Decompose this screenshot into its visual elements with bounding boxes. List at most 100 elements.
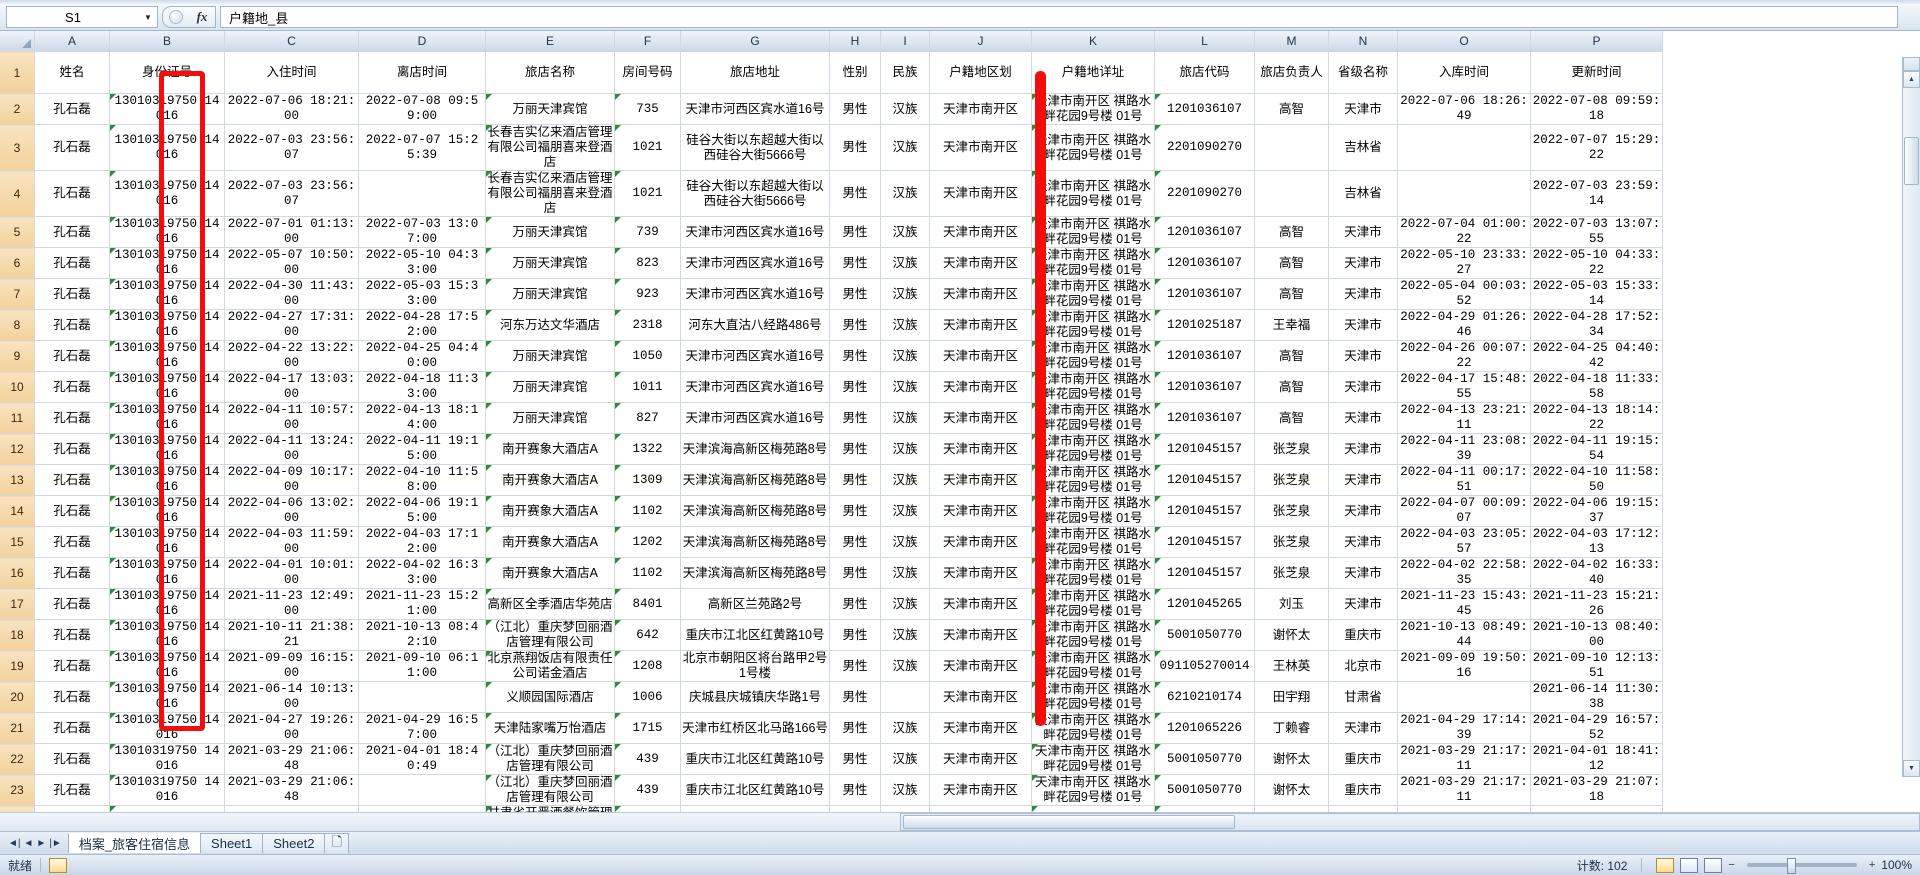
cell-j10[interactable]: 天津市南开区 bbox=[929, 371, 1032, 403]
cell-n19[interactable]: 北京市 bbox=[1328, 650, 1398, 682]
row-header[interactable]: 9 bbox=[0, 340, 35, 372]
row-header[interactable]: 8 bbox=[0, 309, 35, 341]
cell-a3[interactable]: 孔石磊 bbox=[34, 124, 110, 171]
cell-g12[interactable]: 天津滨海高新区梅苑路8号 bbox=[680, 433, 830, 465]
cell-e13[interactable]: 南开赛象大酒店A bbox=[485, 464, 615, 496]
row-header[interactable]: 5 bbox=[0, 216, 35, 248]
cell-p21[interactable]: 2021-04-29 16:57:52 bbox=[1530, 712, 1663, 744]
cell-g4[interactable]: 硅谷大街以东超越大街以西硅谷大街5666号 bbox=[680, 170, 830, 217]
cell-d11[interactable]: 2022-04-13 18:14:00 bbox=[358, 402, 486, 434]
column-header-p[interactable]: P bbox=[1530, 31, 1663, 52]
cell-f11[interactable]: 827 bbox=[614, 402, 681, 434]
table-row[interactable]: 18 孔石磊 13010319750 14 016 2021-10-11 21:38:… bbox=[0, 619, 1663, 651]
cell-n20[interactable]: 甘肃省 bbox=[1328, 681, 1398, 713]
cell-c5[interactable]: 2022-07-01 01:13:00 bbox=[224, 216, 359, 248]
vertical-scrollbar[interactable]: ▲ ▼ bbox=[1902, 57, 1920, 777]
cell-k22[interactable]: 天津市南开区 祺路水畔花园9号楼 01号 bbox=[1031, 743, 1155, 775]
horizontal-scroll-thumb[interactable] bbox=[903, 815, 1235, 829]
cell-k2[interactable]: 天津市南开区 祺路水畔花园9号楼 01号 bbox=[1031, 93, 1155, 125]
cell-j22[interactable]: 天津市南开区 bbox=[929, 743, 1032, 775]
row-header[interactable]: 14 bbox=[0, 495, 35, 527]
cell-e9[interactable]: 万丽天津宾馆 bbox=[485, 340, 615, 372]
column-header-l[interactable]: L bbox=[1154, 31, 1255, 52]
cell-g6[interactable]: 天津市河西区宾水道16号 bbox=[680, 247, 830, 279]
cell-j16[interactable]: 天津市南开区 bbox=[929, 557, 1032, 589]
cell-a6[interactable]: 孔石磊 bbox=[34, 247, 110, 279]
cell-b20[interactable]: 13010319750 14 016 bbox=[109, 681, 225, 713]
cell-n21[interactable]: 天津市 bbox=[1328, 712, 1398, 744]
scroll-down-icon[interactable]: ▼ bbox=[1903, 760, 1920, 777]
view-page-layout-icon[interactable] bbox=[1680, 857, 1699, 873]
cell-f2[interactable]: 735 bbox=[614, 93, 681, 125]
cell-e17[interactable]: 高新区全季酒店华苑店 bbox=[485, 588, 615, 620]
cell-h18[interactable]: 男性 bbox=[829, 619, 881, 651]
nav-last-icon[interactable]: |► bbox=[49, 837, 62, 849]
column-header-e[interactable]: E bbox=[485, 31, 615, 52]
cell-a2[interactable]: 孔石磊 bbox=[34, 93, 110, 125]
table-row[interactable]: 23 孔石磊 13010319750 14 016 2021-03-29 21:06:… bbox=[0, 774, 1663, 806]
cell-i10[interactable]: 汉族 bbox=[880, 371, 930, 403]
row-header[interactable]: 11 bbox=[0, 402, 35, 434]
cell-n17[interactable]: 天津市 bbox=[1328, 588, 1398, 620]
vertical-scroll-thumb[interactable] bbox=[1904, 137, 1919, 185]
cell-b4[interactable]: 13010319750 14 016 bbox=[109, 170, 225, 217]
cell-b2[interactable]: 13010319750 14 016 bbox=[109, 93, 225, 125]
cell-f3[interactable]: 1021 bbox=[614, 124, 681, 171]
cell-k7[interactable]: 天津市南开区 祺路水畔花园9号楼 01号 bbox=[1031, 278, 1155, 310]
cell-j2[interactable]: 天津市南开区 bbox=[929, 93, 1032, 125]
cell-d21[interactable]: 2021-04-29 16:57:00 bbox=[358, 712, 486, 744]
cell-n10[interactable]: 天津市 bbox=[1328, 371, 1398, 403]
cell-j9[interactable]: 天津市南开区 bbox=[929, 340, 1032, 372]
cell-f19[interactable]: 1208 bbox=[614, 650, 681, 682]
cell-j18[interactable]: 天津市南开区 bbox=[929, 619, 1032, 651]
name-box[interactable]: S1 ▼ bbox=[6, 6, 158, 28]
row-header[interactable]: 19 bbox=[0, 650, 35, 682]
cell-b6[interactable]: 13010319750 14 016 bbox=[109, 247, 225, 279]
column-title-f[interactable]: 房间号码 bbox=[614, 51, 681, 94]
table-row[interactable]: 10 孔石磊 13010319750 14 016 2022-04-17 13:03:… bbox=[0, 371, 1663, 403]
cell-d20[interactable] bbox=[358, 681, 486, 713]
cell-g22[interactable]: 重庆市江北区红黄路10号 bbox=[680, 743, 830, 775]
cell-o18[interactable]: 2021-10-13 08:49:44 bbox=[1397, 619, 1531, 651]
cell-a5[interactable]: 孔石磊 bbox=[34, 216, 110, 248]
row-header[interactable]: 7 bbox=[0, 278, 35, 310]
cell-g9[interactable]: 天津市河西区宾水道16号 bbox=[680, 340, 830, 372]
cell-f18[interactable]: 642 bbox=[614, 619, 681, 651]
cell-h9[interactable]: 男性 bbox=[829, 340, 881, 372]
cell-e23[interactable]: （江北）重庆梦回丽酒店管理有限公司 bbox=[485, 774, 615, 806]
table-row[interactable]: 15 孔石磊 13010319750 14 016 2022-04-03 11:59:… bbox=[0, 526, 1663, 558]
cell-l10[interactable]: 1201036107 bbox=[1154, 371, 1255, 403]
cell-b18[interactable]: 13010319750 14 016 bbox=[109, 619, 225, 651]
cell-n3[interactable]: 吉林省 bbox=[1328, 124, 1398, 171]
row-header[interactable]: 2 bbox=[0, 93, 35, 125]
row-header[interactable]: 21 bbox=[0, 712, 35, 744]
cell-m21[interactable]: 丁赖睿 bbox=[1254, 712, 1329, 744]
cell-d15[interactable]: 2022-04-03 17:12:00 bbox=[358, 526, 486, 558]
view-page-break-icon[interactable] bbox=[1704, 857, 1723, 873]
cell-c11[interactable]: 2022-04-11 10:57:00 bbox=[224, 402, 359, 434]
cell-b22[interactable]: 13010319750 14 016 bbox=[109, 743, 225, 775]
cell-a8[interactable]: 孔石磊 bbox=[34, 309, 110, 341]
cell-k14[interactable]: 天津市南开区 祺路水畔花园9号楼 01号 bbox=[1031, 495, 1155, 527]
cell-g15[interactable]: 天津滨海高新区梅苑路8号 bbox=[680, 526, 830, 558]
cell-b10[interactable]: 13010319750 14 016 bbox=[109, 371, 225, 403]
column-title-a[interactable]: 姓名 bbox=[34, 51, 110, 94]
cell-i16[interactable]: 汉族 bbox=[880, 557, 930, 589]
cell-k19[interactable]: 天津市南开区 祺路水畔花园9号楼 01号 bbox=[1031, 650, 1155, 682]
table-row[interactable]: 17 孔石磊 13010319750 14 016 2021-11-23 12:49:… bbox=[0, 588, 1663, 620]
cell-a10[interactable]: 孔石磊 bbox=[34, 371, 110, 403]
cell-n6[interactable]: 天津市 bbox=[1328, 247, 1398, 279]
cell-o14[interactable]: 2022-04-07 00:09:07 bbox=[1397, 495, 1531, 527]
cell-c10[interactable]: 2022-04-17 13:03:00 bbox=[224, 371, 359, 403]
column-title-n[interactable]: 省级名称 bbox=[1328, 51, 1398, 94]
cell-b24[interactable]: 13010319750 14 016 bbox=[109, 805, 225, 812]
cell-g20[interactable]: 庆城县庆城镇庆华路1号 bbox=[680, 681, 830, 713]
cell-c14[interactable]: 2022-04-06 13:02:00 bbox=[224, 495, 359, 527]
cell-e2[interactable]: 万丽天津宾馆 bbox=[485, 93, 615, 125]
cell-p6[interactable]: 2022-05-10 04:33:22 bbox=[1530, 247, 1663, 279]
column-title-e[interactable]: 旅店名称 bbox=[485, 51, 615, 94]
cell-h24[interactable]: 男性 bbox=[829, 805, 881, 812]
cell-g19[interactable]: 北京市朝阳区将台路甲2号1号楼 bbox=[680, 650, 830, 682]
cell-g24[interactable]: 庆阳市西峰区岭典大道南段利源大厦B座 bbox=[680, 805, 830, 812]
cell-o22[interactable]: 2021-03-29 21:17:11 bbox=[1397, 743, 1531, 775]
